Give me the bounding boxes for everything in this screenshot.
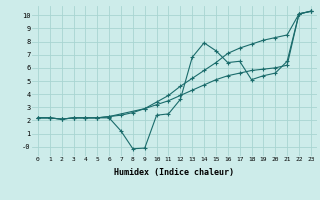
X-axis label: Humidex (Indice chaleur): Humidex (Indice chaleur): [115, 168, 234, 177]
